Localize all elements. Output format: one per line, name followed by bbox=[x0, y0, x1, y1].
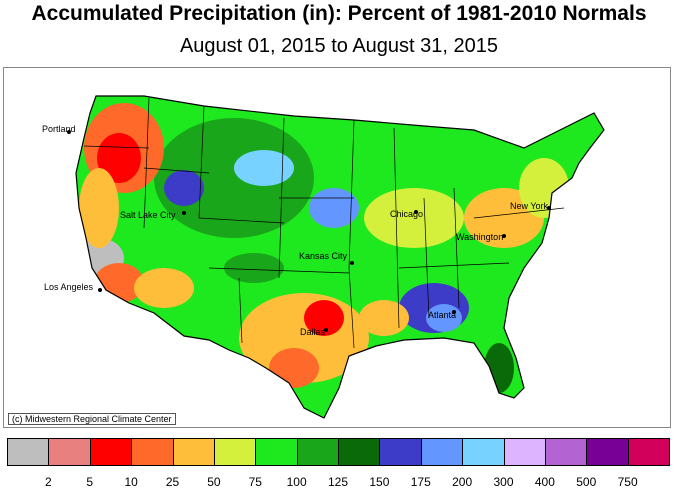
legend-swatch bbox=[7, 438, 50, 466]
city-label-dallas: Dallas bbox=[300, 327, 326, 337]
legend-swatch bbox=[503, 438, 546, 466]
city-label-atlanta: Atlanta bbox=[428, 310, 456, 320]
legend-tick-label: 300 bbox=[493, 475, 514, 489]
city-label-los-angeles: Los Angeles bbox=[44, 282, 94, 292]
legend-swatch bbox=[420, 438, 464, 466]
legend-tick-label: 5 bbox=[86, 475, 94, 489]
state-borders bbox=[83, 97, 565, 349]
city-label-chicago: Chicago bbox=[390, 209, 423, 219]
legend-swatch bbox=[627, 438, 670, 466]
legend-tick-label: 750 bbox=[617, 475, 638, 489]
credit-label: (c) Midwestern Regional Climate Center bbox=[8, 413, 176, 425]
legend-tick-label: 75 bbox=[248, 475, 262, 489]
legend-tick-label: 400 bbox=[534, 475, 555, 489]
city-label-washington: Washington bbox=[456, 232, 503, 242]
legend-swatch bbox=[131, 438, 174, 466]
legend-swatch bbox=[338, 438, 381, 466]
legend-swatch bbox=[213, 438, 257, 466]
legend-swatch bbox=[296, 438, 339, 466]
legend-swatch bbox=[379, 438, 422, 466]
legend-swatch bbox=[48, 438, 91, 466]
map-frame: Portland Salt Lake City Los Angeles Kans… bbox=[3, 67, 671, 428]
city-label-salt-lake-city: Salt Lake City bbox=[120, 210, 176, 220]
legend-tick-label: 25 bbox=[165, 475, 180, 489]
legend-tick-label: 175 bbox=[410, 475, 431, 489]
legend-tick-label: 125 bbox=[327, 475, 349, 489]
city-marker-dallas bbox=[324, 328, 328, 332]
legend-tick-label: 2 bbox=[45, 475, 52, 489]
city-label-portland: Portland bbox=[42, 124, 76, 134]
legend-tick-label: 500 bbox=[576, 475, 597, 489]
legend-swatch bbox=[172, 438, 215, 466]
legend-swatch bbox=[89, 438, 133, 466]
legend-tick-label: 150 bbox=[369, 475, 390, 489]
legend-tick-label: 50 bbox=[207, 475, 221, 489]
us-precipitation-map: Portland Salt Lake City Los Angeles Kans… bbox=[42, 95, 605, 419]
legend-tick-label: 200 bbox=[452, 475, 473, 489]
city-label-new-york: New York bbox=[510, 201, 549, 211]
city-marker-salt-lake-city bbox=[182, 211, 186, 215]
city-label-kansas-city: Kansas City bbox=[299, 251, 348, 261]
map-title: Accumulated Precipitation (in): Percent … bbox=[31, 2, 647, 25]
legend-swatch bbox=[255, 438, 298, 466]
us-outline bbox=[75, 95, 605, 419]
city-marker-washington bbox=[502, 234, 506, 238]
city-marker-chicago bbox=[414, 210, 418, 214]
legend-tick-label: 10 bbox=[124, 475, 138, 489]
city-marker-new-york bbox=[547, 206, 551, 210]
legend-swatch bbox=[462, 438, 505, 466]
city-marker-portland bbox=[67, 130, 71, 134]
color-legend bbox=[7, 438, 670, 466]
city-marker-kansas-city bbox=[350, 261, 354, 265]
legend-swatch bbox=[586, 438, 629, 466]
legend-tick-label: 100 bbox=[286, 475, 307, 489]
map-subtitle: August 01, 2015 to August 31, 2015 bbox=[179, 35, 499, 57]
city-marker-los-angeles bbox=[98, 288, 102, 292]
legend-swatch bbox=[544, 438, 588, 466]
city-marker-atlanta bbox=[452, 310, 456, 314]
city-markers: Portland Salt Lake City Los Angeles Kans… bbox=[42, 124, 551, 337]
